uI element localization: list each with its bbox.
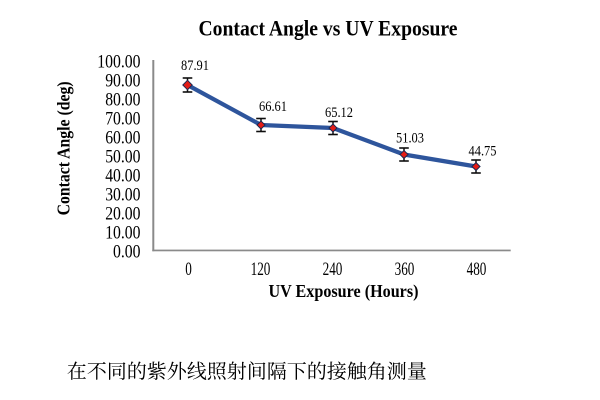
svg-text:UV Exposure (Hours): UV Exposure (Hours) — [269, 281, 419, 301]
svg-text:70.00: 70.00 — [105, 110, 140, 130]
svg-text:Contact Angle vs UV Exposure: Contact Angle vs UV Exposure — [199, 16, 458, 41]
svg-text:480: 480 — [467, 260, 487, 280]
svg-text:66.61: 66.61 — [259, 99, 287, 115]
svg-text:0: 0 — [185, 260, 192, 280]
svg-text:87.91: 87.91 — [181, 58, 209, 74]
svg-text:65.12: 65.12 — [325, 105, 353, 121]
svg-text:80.00: 80.00 — [105, 91, 140, 111]
svg-text:50.00: 50.00 — [105, 148, 140, 168]
svg-text:51.03: 51.03 — [396, 131, 424, 147]
svg-text:40.00: 40.00 — [105, 167, 140, 187]
svg-text:240: 240 — [323, 260, 343, 280]
svg-text:360: 360 — [395, 260, 415, 280]
svg-text:60.00: 60.00 — [105, 129, 140, 149]
svg-text:120: 120 — [251, 260, 271, 280]
svg-text:90.00: 90.00 — [105, 72, 140, 92]
svg-text:30.00: 30.00 — [105, 186, 140, 206]
svg-text:20.00: 20.00 — [105, 205, 140, 225]
svg-text:0.00: 0.00 — [113, 243, 141, 263]
svg-text:100.00: 100.00 — [97, 53, 140, 73]
svg-text:44.75: 44.75 — [469, 143, 497, 159]
svg-text:Contact Angle (deg): Contact Angle (deg) — [54, 81, 75, 215]
svg-text:10.00: 10.00 — [105, 224, 140, 244]
